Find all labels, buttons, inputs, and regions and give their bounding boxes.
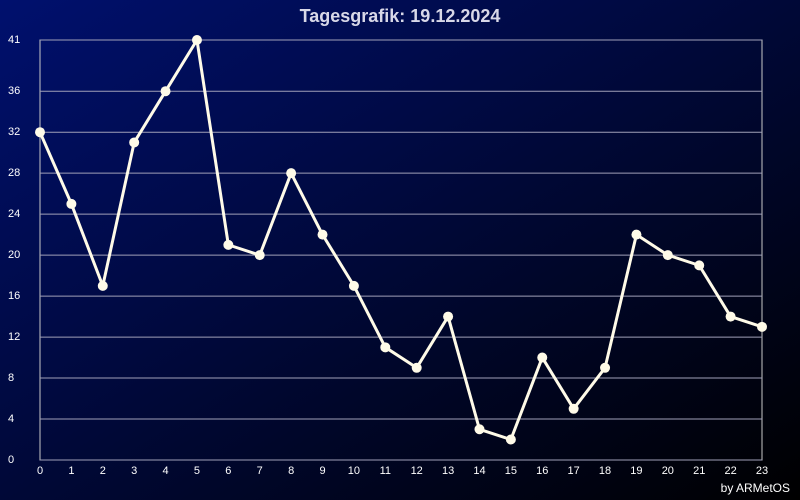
y-tick-label: 0: [8, 454, 14, 466]
line: [38, 38, 763, 442]
point: [160, 86, 171, 97]
point: [254, 250, 265, 261]
x-tick-label: 17: [568, 465, 580, 477]
x-tick-label: 15: [505, 465, 517, 477]
y-tick-label: 12: [8, 331, 20, 343]
point: [725, 311, 736, 322]
x-tick-label: 12: [411, 465, 423, 477]
point: [474, 424, 485, 435]
point: [443, 311, 454, 322]
y-tick-label: 8: [8, 372, 14, 384]
x-tick-label: 5: [194, 465, 200, 477]
x-tick-label: 7: [257, 465, 263, 477]
x-tick-label: 1: [68, 465, 74, 477]
x-tick-label: 13: [442, 465, 454, 477]
x-tick-label: 18: [599, 465, 611, 477]
x-tick-label: 19: [630, 465, 642, 477]
point: [317, 229, 328, 240]
x-tick-label: 2: [100, 465, 106, 477]
point: [348, 280, 359, 291]
x-tick-label: 20: [662, 465, 674, 477]
x-tick-label: 11: [380, 465, 391, 477]
point: [35, 127, 45, 138]
x-tick-label: 8: [288, 465, 294, 477]
point: [129, 137, 140, 148]
y-tick-label: 20: [8, 249, 20, 261]
point: [537, 352, 548, 363]
point: [380, 342, 391, 353]
point: [66, 198, 77, 209]
y-tick-label: 36: [8, 85, 20, 97]
x-tick-label: 16: [536, 465, 548, 477]
x-tick-label: 22: [724, 465, 736, 477]
y-tick-label: 4: [8, 413, 14, 425]
point: [631, 229, 642, 240]
x-tick-label: 23: [756, 465, 768, 477]
chart-title: Tagesgrafik: 19.12.2024: [300, 6, 501, 26]
x-tick-label: 0: [37, 465, 43, 477]
x-tick-label: 6: [225, 465, 231, 477]
y-tick-label: 16: [8, 290, 20, 302]
y-tick-label: 32: [8, 126, 20, 138]
x-tick-label: 4: [163, 465, 169, 477]
point: [191, 35, 202, 45]
x-tick-label: 21: [693, 465, 705, 477]
footer: by ARMetOS: [721, 481, 790, 495]
y-tick-label: 28: [8, 167, 20, 179]
point: [568, 403, 579, 414]
point: [694, 260, 705, 271]
point: [223, 239, 234, 250]
point: [662, 250, 673, 261]
point: [600, 362, 611, 373]
point: [505, 434, 516, 445]
point: [286, 168, 297, 179]
y-tick-label: 41: [8, 34, 20, 46]
point: [97, 280, 108, 291]
y-tick-label: 24: [8, 208, 20, 220]
x-tick-label: 3: [131, 465, 137, 477]
x-tick-label: 9: [319, 465, 325, 477]
point: [411, 362, 422, 373]
x-tick-label: 14: [473, 465, 485, 477]
x-tick-label: 10: [348, 465, 360, 477]
point: [757, 321, 767, 332]
